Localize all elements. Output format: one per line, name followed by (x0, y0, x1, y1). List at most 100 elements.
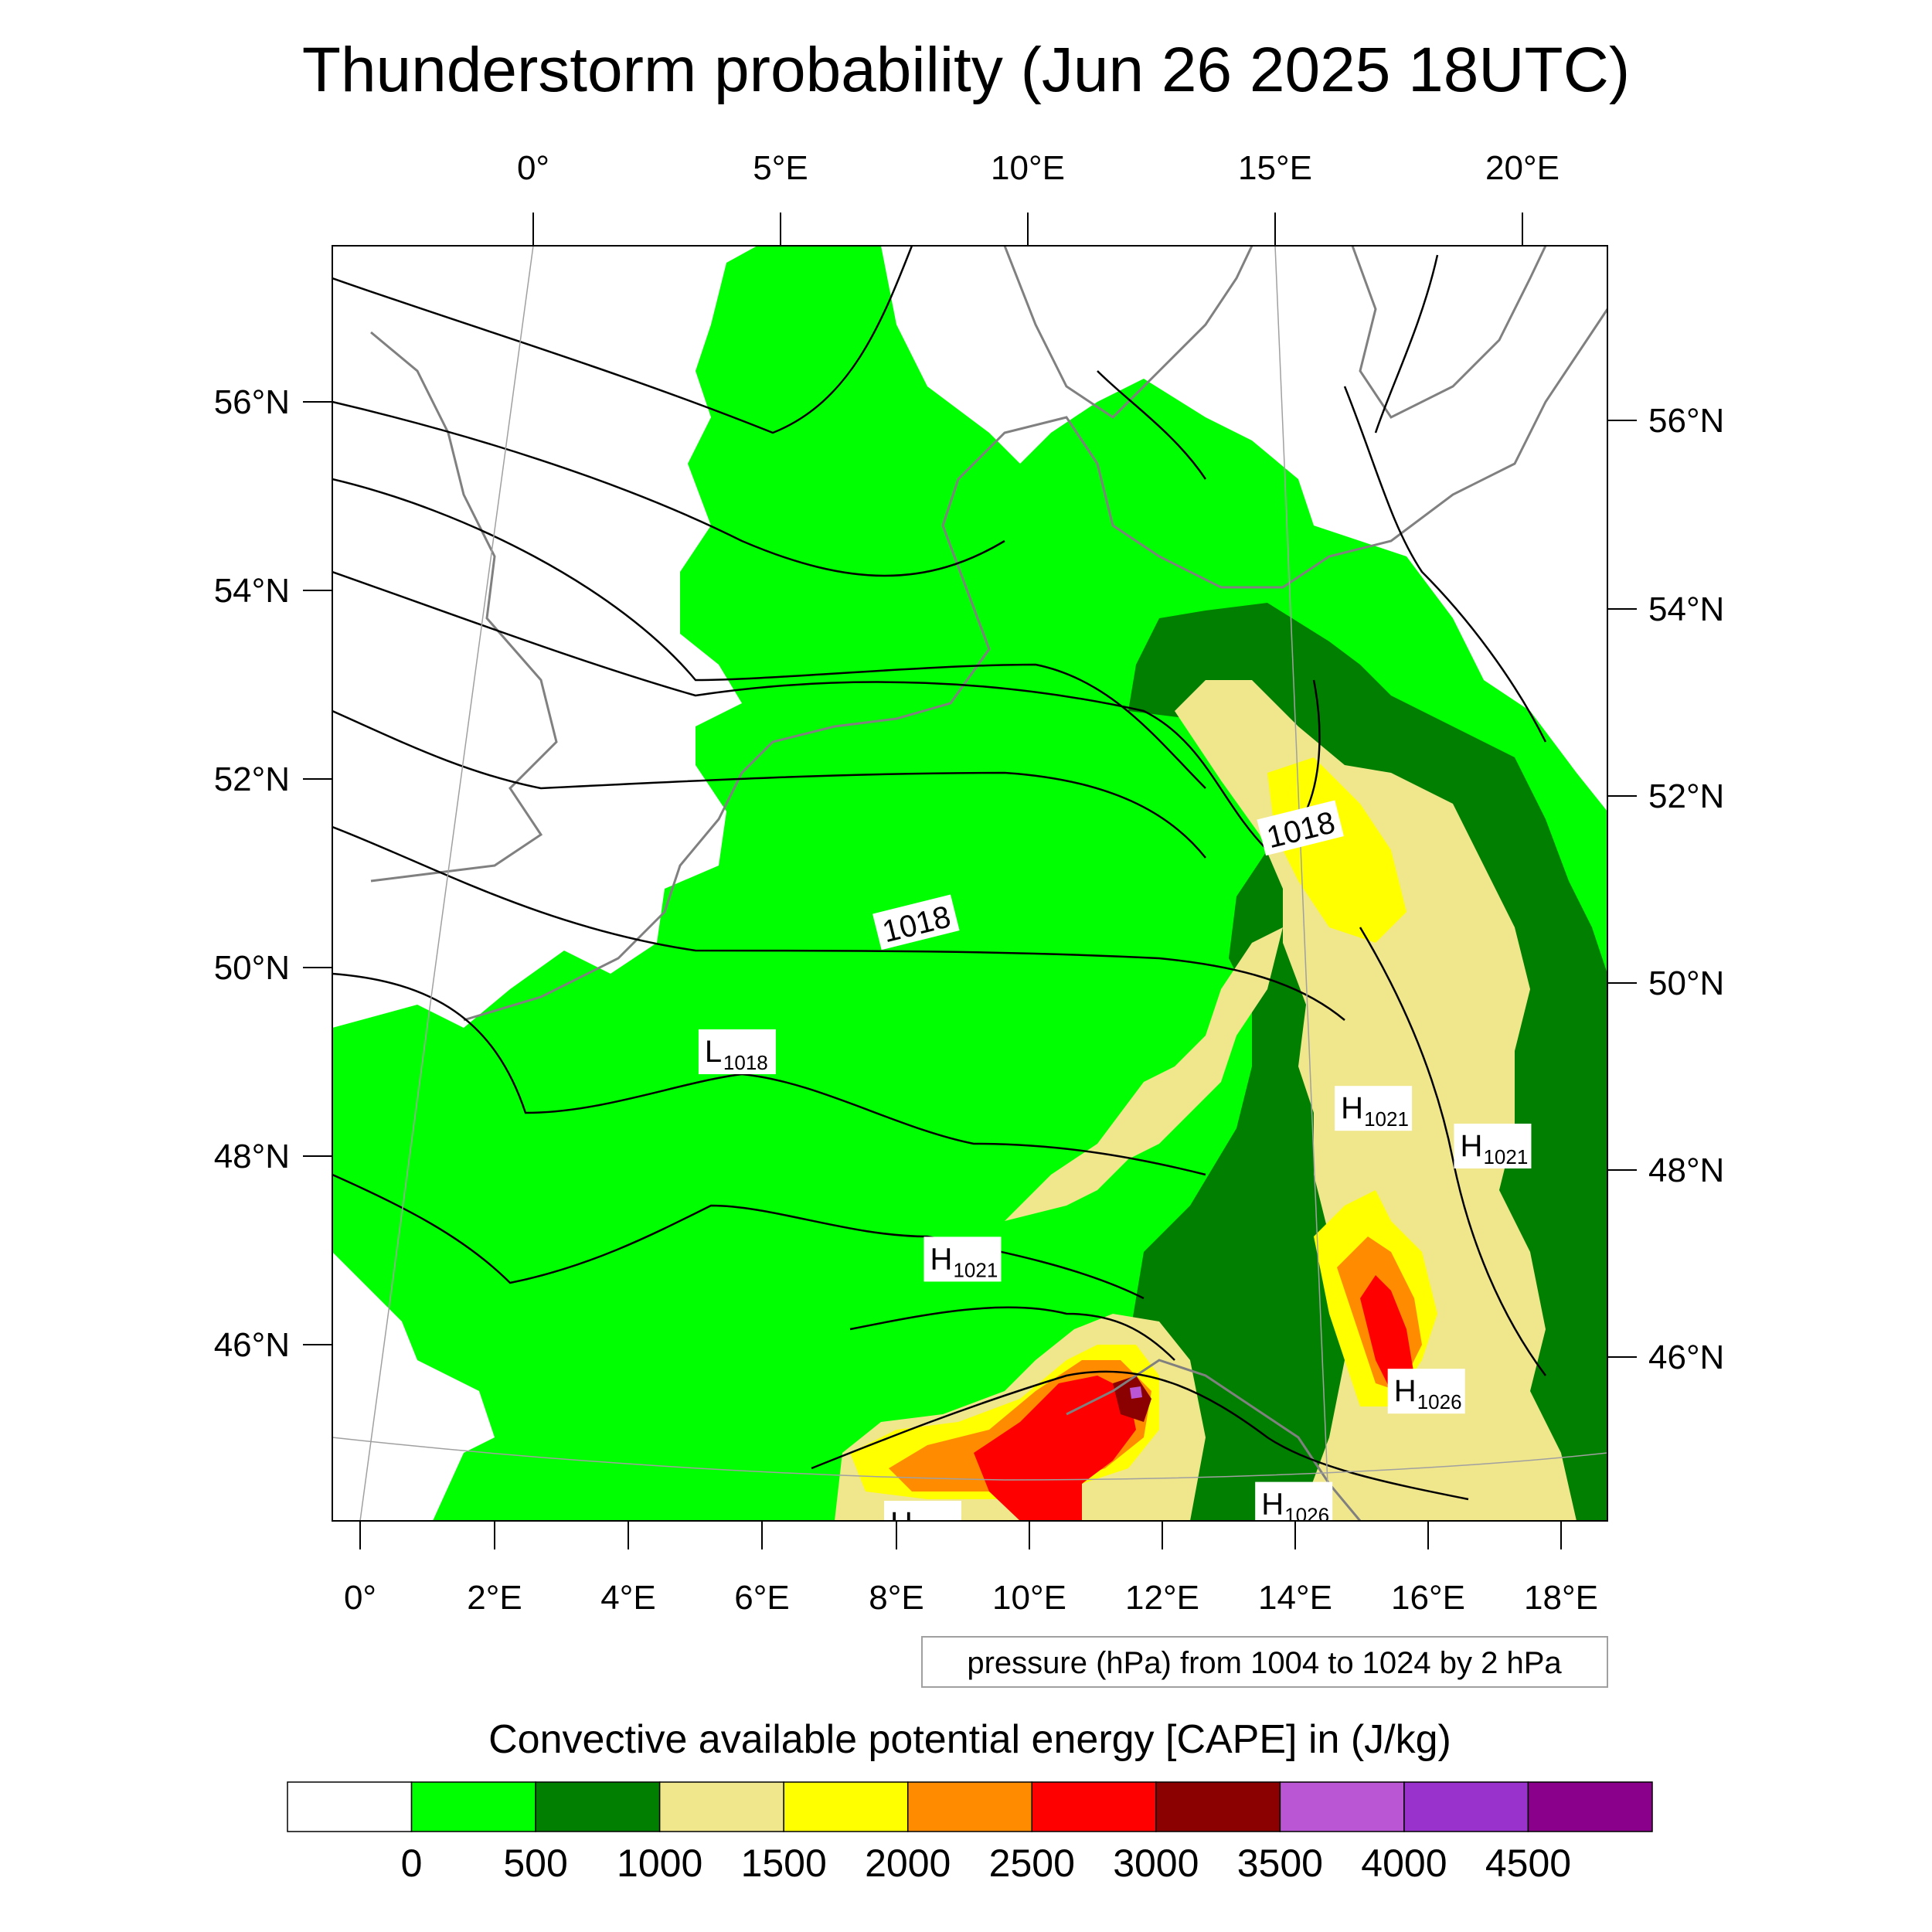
coastline-scandinavia (1003, 246, 1253, 419)
right-tick-label: 54°N (1648, 590, 1724, 628)
isobar-line (849, 1306, 1175, 1361)
right-tick-label: 56°N (1648, 402, 1724, 440)
left-tick-label: 50°N (214, 949, 290, 987)
isobar-line (332, 246, 913, 434)
colorbar-swatch (658, 1781, 784, 1832)
bottom-tick-label: 2°E (467, 1579, 522, 1617)
right-tick-label: 48°N (1648, 1151, 1724, 1189)
pressure-note-frame (921, 1636, 1608, 1688)
pressure-center-bg (1454, 1124, 1532, 1168)
colorbar-tick-label: 500 (503, 1842, 567, 1885)
right-tick-label: 46°N (1648, 1338, 1724, 1376)
map-panel: 101010101010101810181018 L1007H1008H1008… (332, 246, 1932, 1583)
pressure-center: L1012 (1891, 1519, 1932, 1564)
isobar-label-bg (872, 894, 960, 951)
colorbar-swatch (287, 1781, 413, 1832)
pressure-note-box: pressure (hPa) from 1004 to 1024 by 2 hP… (921, 1636, 1608, 1688)
pressure-center-type: H (1261, 1488, 1284, 1522)
colorbar-tick-label: 4000 (1361, 1842, 1447, 1885)
pressure-centers: L1007H1008H1008L1006L1007H1017L1012H1019… (619, 1029, 1932, 1583)
bottom-tick-label: 8°E (869, 1579, 923, 1617)
isobar-line (811, 1370, 1469, 1501)
pressure-center: L 1021 (619, 1539, 696, 1583)
right-tick-label: 50°N (1648, 964, 1724, 1002)
pressure-center-bg (619, 1539, 696, 1583)
isobar-label-bg (1257, 800, 1344, 856)
pressure-center-type: H (890, 1506, 913, 1540)
top-tick-label: 0° (517, 149, 549, 187)
cape-band-1500-2000-b (1267, 757, 1406, 943)
pressure-center-bg (1891, 1519, 1932, 1564)
pressure-center-value: 1021 (1364, 1107, 1409, 1131)
cape-band-2500-3000-b (1360, 1275, 1414, 1391)
colorbar-tick-label: 2500 (989, 1842, 1075, 1885)
colorbar-tick-label: 2000 (865, 1842, 951, 1885)
isobar-line (332, 478, 1206, 789)
pressure-center-value: 1021 (1483, 1145, 1528, 1168)
top-tick-label: 5°E (753, 149, 808, 187)
pressure-center-value: 1012 (1916, 1541, 1932, 1564)
cape-band-3500-4000 (1130, 1386, 1142, 1399)
left-tick-label: 46°N (214, 1326, 290, 1364)
colorbar-swatch (535, 1781, 661, 1832)
left-tick-label: 56°N (214, 383, 290, 421)
bottom-tick-label: 6°E (734, 1579, 789, 1617)
isobar-line (1097, 370, 1207, 480)
isobar-line (332, 709, 1206, 859)
pressure-center-value: 1021 (953, 1258, 998, 1281)
pressure-center-value: 1026 (1284, 1504, 1329, 1527)
right-tick-label: 52°N (1648, 777, 1724, 815)
top-tick-label: 20°E (1485, 149, 1560, 187)
chart-title: Thunderstorm probability (Jun 26 2025 18… (302, 35, 1630, 105)
pressure-center: H 1021 (1454, 1124, 1532, 1168)
pressure-center-value: 1026 (1417, 1390, 1462, 1413)
colorbar-tick-label: 1000 (617, 1842, 702, 1885)
pressure-center-bg (1387, 1369, 1465, 1414)
map-frame (332, 245, 1608, 1522)
colorbar-swatch (410, 1781, 536, 1832)
bottom-tick-label: 18°E (1524, 1579, 1598, 1617)
cape-band-3000-3500 (1113, 1376, 1151, 1422)
left-tick-label: 48°N (214, 1138, 290, 1175)
graticule (332, 246, 1607, 1521)
colorbar-swatch (1403, 1781, 1529, 1832)
pressure-center: H 1023 (884, 1501, 961, 1540)
bottom-tick-label: 10°E (992, 1579, 1066, 1617)
colorbar-swatch (1279, 1781, 1405, 1832)
isobar-line (332, 1173, 1145, 1300)
isobar-line (332, 400, 1005, 577)
top-tick-label: 15°E (1238, 149, 1312, 187)
coastline-continent (463, 308, 1607, 1022)
colorbar-swatch (783, 1781, 909, 1832)
right-latitude-axis: 56°N 54°N 52°N 50°N 48°N 46°N (1607, 402, 1724, 1376)
bottom-tick-label: 14°E (1258, 1579, 1332, 1617)
coastline-adriatic (1066, 1359, 1362, 1521)
cape-band-1000-1500-west (1005, 927, 1283, 1221)
pressure-center-type: H (1394, 1374, 1417, 1408)
bottom-tick-label: 0° (344, 1579, 376, 1617)
bottom-tick-label: 16°E (1391, 1579, 1465, 1617)
pressure-center-value: 1018 (723, 1051, 768, 1074)
left-latitude-axis: 56°N 54°N 52°N 50°N 48°N 46°N (214, 383, 332, 1364)
colorbar-swatch (1155, 1781, 1281, 1832)
pressure-center-type: H (1460, 1129, 1482, 1163)
pressure-center-bg (923, 1236, 1002, 1282)
pressure-note: pressure (hPa) from 1004 to 1024 by 2 hP… (967, 1646, 1562, 1680)
colorbar-title: Convective available potential energy [C… (488, 1717, 1451, 1762)
pressure-center-bg (884, 1501, 961, 1521)
pressure-center-type: H (930, 1242, 952, 1276)
colorbar-swatch (1031, 1781, 1157, 1832)
isobars (332, 246, 1547, 1501)
colorbar-swatch (1527, 1781, 1653, 1832)
colorbar-tick-label: 1500 (741, 1842, 827, 1885)
colorbar: 0 500 1000 1500 2000 2500 3000 3500 4000 4500 (287, 1781, 1653, 1885)
meridian-0 (359, 246, 534, 1521)
isobar-line (332, 825, 1345, 1021)
isobar-line (1374, 254, 1439, 434)
pressure-center-type: L (705, 1035, 722, 1069)
isobar-line (1343, 386, 1547, 743)
bottom-tick-label: 4°E (600, 1579, 655, 1617)
pressure-center: H 1021 (1335, 1086, 1413, 1131)
